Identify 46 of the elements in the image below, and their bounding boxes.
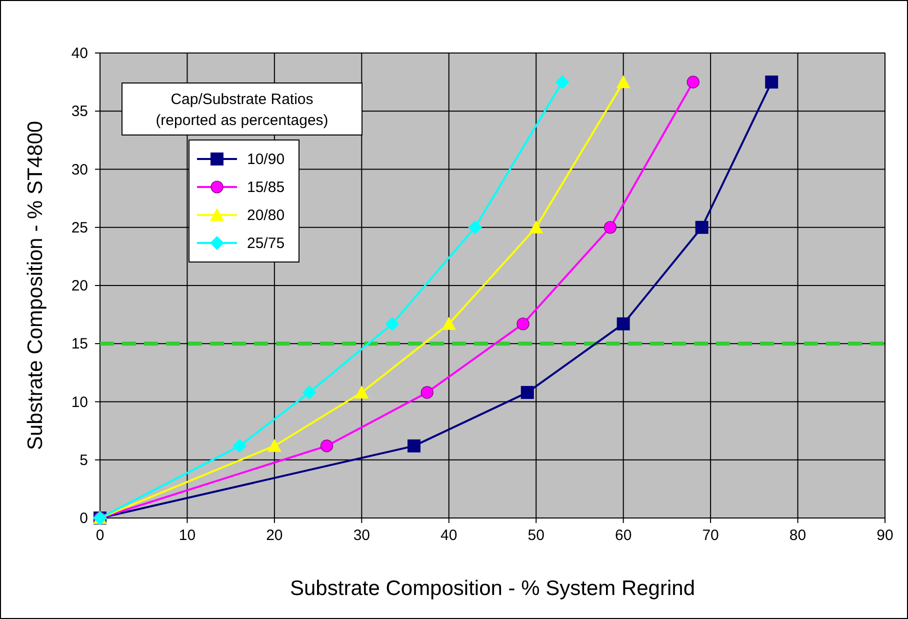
legend-title: Cap/Substrate Ratios (reported as percentages): [156, 91, 328, 129]
point: [420, 386, 434, 399]
legend-label: 20/80: [247, 207, 285, 224]
point: [302, 385, 316, 400]
y-tick-label: 0: [80, 510, 88, 527]
point: [686, 76, 700, 88]
x-tick-label: 0: [96, 527, 104, 544]
x-tick-label: 70: [702, 527, 719, 544]
point: [320, 440, 334, 452]
point: [468, 220, 482, 234]
point: [529, 220, 544, 234]
point: [442, 316, 456, 330]
point: [604, 221, 617, 234]
y-axis-title: Substrate Composition - % ST4800: [24, 120, 47, 450]
point: [695, 220, 708, 234]
x-tick-label: 90: [876, 527, 894, 544]
legend-label: 15/85: [247, 179, 285, 196]
y-tick-label: 40: [71, 45, 88, 62]
point: [232, 438, 247, 453]
x-tick-label: 30: [353, 527, 370, 544]
y-tick-label: 20: [71, 278, 88, 294]
point: [616, 317, 630, 330]
point: [765, 76, 778, 89]
legend-label: 10/90: [247, 151, 285, 168]
x-tick-label: 20: [266, 527, 283, 544]
y-tick-label: 35: [71, 103, 88, 120]
y-tick-label: 15: [71, 336, 88, 353]
x-tick-label: 60: [614, 527, 632, 544]
point: [616, 75, 630, 88]
point: [385, 316, 400, 331]
y-tick-label: 5: [80, 452, 88, 469]
point: [267, 438, 282, 452]
x-tick-label: 50: [528, 527, 544, 544]
point: [516, 318, 530, 330]
point: [520, 386, 534, 399]
x-axis-title: Substrate Composition - % System Regrind: [290, 577, 695, 600]
point: [354, 385, 369, 398]
point: [555, 75, 570, 90]
x-tick-label: 10: [178, 527, 196, 544]
x-tick-label: 80: [789, 527, 806, 544]
point: [408, 439, 420, 452]
x-tick-label: 40: [440, 527, 458, 544]
y-tick-label: 25: [71, 219, 88, 236]
y-tick-label: 10: [71, 394, 88, 411]
legend-label: 25/75: [247, 235, 285, 252]
y-tick-label: 30: [71, 161, 88, 178]
